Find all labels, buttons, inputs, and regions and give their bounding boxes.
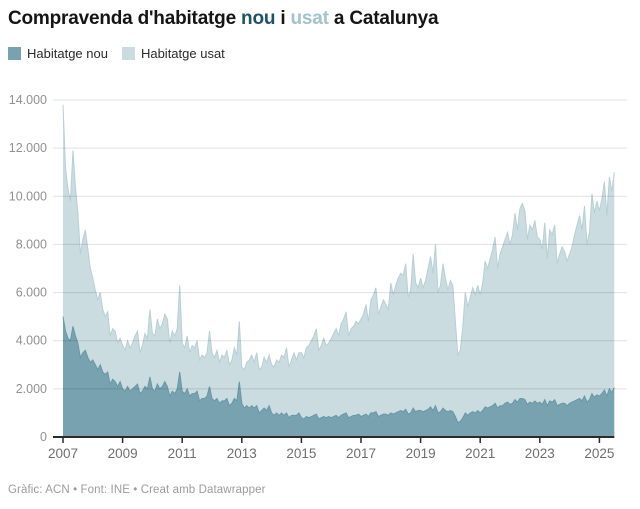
line-habitatge-usat <box>62 104 615 371</box>
x-axis-tick-label: 2009 <box>108 446 138 461</box>
legend-swatch-nou-icon <box>8 47 21 60</box>
x-axis-tick-label: 2015 <box>286 446 316 461</box>
y-axis-tick-label: 4.000 <box>16 334 47 348</box>
x-axis-tick-label: 2013 <box>227 446 257 461</box>
x-axis-tick-label: 2017 <box>346 446 376 461</box>
x-axis-tick-label: 2007 <box>48 446 78 461</box>
legend-label-usat: Habitatge usat <box>140 46 225 61</box>
area-habitatge-usat <box>63 104 615 423</box>
area-habitatge-nou <box>63 316 615 437</box>
y-axis-tick-label: 0 <box>40 430 47 444</box>
title-highlight-usat: usat <box>290 8 329 29</box>
legend: Habitatge nou Habitatge usat <box>8 46 225 61</box>
title-highlight-nou: nou <box>241 8 276 29</box>
y-axis-tick-label: 6.000 <box>16 286 47 300</box>
x-axis-tick-label: 2023 <box>525 446 555 461</box>
stacked-area-chart: 0 2.000 4.000 6.000 8.000 10.000 12.000 14.000 2… <box>9 93 627 461</box>
chart-title: Compravenda d'habitatge nou i usat a Cat… <box>8 8 439 30</box>
x-axis-tick-label: 2025 <box>584 446 614 461</box>
y-axis-tick-label: 14.000 <box>9 93 47 107</box>
legend-item-usat: Habitatge usat <box>121 46 225 61</box>
y-axis-tick-label: 10.000 <box>9 189 47 203</box>
y-axis-tick-label: 8.000 <box>16 237 47 251</box>
x-axis-tick-label: 2021 <box>465 446 495 461</box>
x-axis-tick-label: 2019 <box>406 446 436 461</box>
title-text: Compravenda d'habitatge <box>8 8 242 29</box>
legend-swatch-usat-icon <box>121 47 135 60</box>
x-axis-tick-label: 2011 <box>168 446 197 461</box>
legend-item-nou: Habitatge nou <box>8 46 108 61</box>
y-axis-tick-label: 12.000 <box>9 141 47 155</box>
legend-label-nou: Habitatge nou <box>27 46 108 61</box>
title-text-i: i <box>275 8 291 29</box>
y-axis-tick-label: 2.000 <box>16 382 47 396</box>
title-text-end: a Catalunya <box>328 8 439 29</box>
line-habitatge-nou <box>62 316 615 424</box>
attribution-line: Gràfic: ACN • Font: INE • Creat amb Data… <box>8 484 266 496</box>
